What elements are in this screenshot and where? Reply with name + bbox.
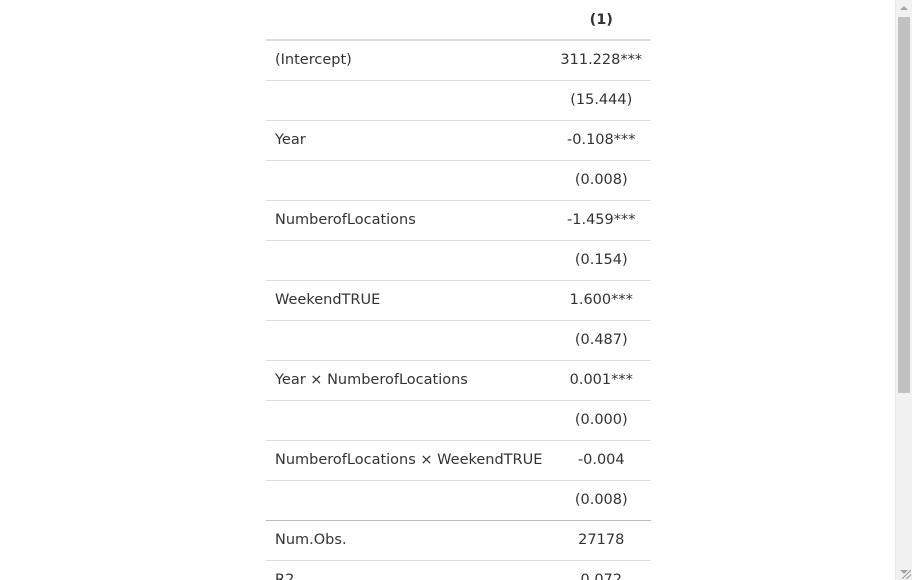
row-value: 1.600*** [551,279,652,320]
table-row: (Intercept) 311.228*** [266,39,652,80]
row-label [266,319,552,360]
table-row: (0.008) [266,159,652,200]
header-model-1: (1) [551,0,652,41]
row-label: Num.Obs. [266,519,552,560]
row-value: 0.001*** [551,359,652,400]
row-label: NumberofLocations × WeekendTRUE [266,439,552,480]
row-label [266,399,552,440]
table-row: Year × NumberofLocations 0.001*** [266,359,652,400]
table-row: (0.000) [266,399,652,440]
row-label: NumberofLocations [266,199,552,240]
row-value: (0.000) [551,399,652,440]
row-value: (0.487) [551,319,652,360]
row-label: Year × NumberofLocations [266,359,552,400]
resize-grip-icon[interactable] [902,570,911,579]
row-value: (0.008) [551,159,652,200]
row-value: (0.154) [551,239,652,280]
row-value: 311.228*** [551,39,652,80]
table-header-row: (1) [266,0,652,41]
table-row: WeekendTRUE 1.600*** [266,279,652,320]
vertical-scrollbar[interactable] [895,0,912,580]
table-row: R2 0.072 [266,559,652,580]
table-row: (0.154) [266,239,652,280]
row-label [266,239,552,280]
row-value: 0.072 [551,559,652,580]
table-row: (0.008) [266,479,652,520]
row-label: (Intercept) [266,39,552,80]
regression-table: (1) (Intercept) 311.228*** (15.444) Year… [266,0,652,580]
row-label: Year [266,119,552,160]
row-label [266,79,552,120]
row-value: -0.004 [551,439,652,480]
row-label: WeekendTRUE [266,279,552,320]
table-row: NumberofLocations -1.459*** [266,199,652,240]
row-value: -0.108*** [551,119,652,160]
scroll-up-arrow-icon[interactable] [896,0,912,16]
scrollbar-thumb[interactable] [898,17,910,393]
table-row: Year -0.108*** [266,119,652,160]
row-value: (15.444) [551,79,652,120]
row-label [266,159,552,200]
row-value: (0.008) [551,479,652,520]
row-value: -1.459*** [551,199,652,240]
header-empty [266,0,552,41]
row-label [266,479,552,520]
table-row: Num.Obs. 27178 [266,519,652,560]
row-label: R2 [266,559,552,580]
table-row: NumberofLocations × WeekendTRUE -0.004 [266,439,652,480]
row-value: 27178 [551,519,652,560]
table-row: (15.444) [266,79,652,120]
table-row: (0.487) [266,319,652,360]
